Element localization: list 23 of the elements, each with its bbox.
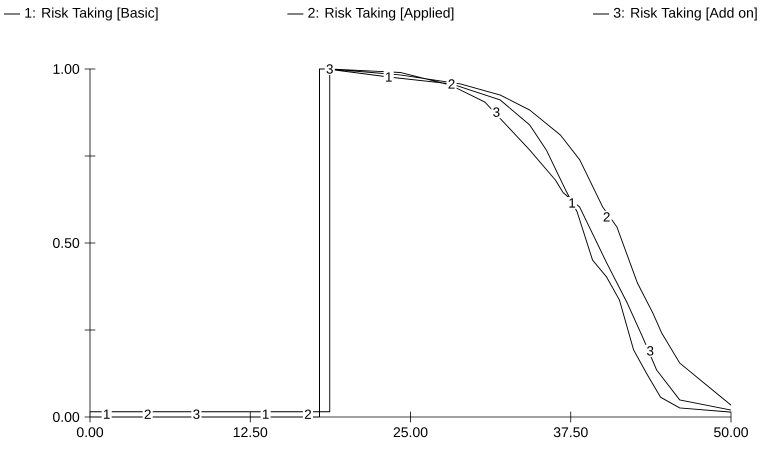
annotation: 1 [262,410,269,419]
x-tick-label: 12.50 [234,427,268,438]
y-tick-label: 0.50 [53,238,80,248]
legend-label: 2: Risk Taking [Applied] [308,7,454,21]
annotation: 3 [193,410,200,419]
annotation: 3 [326,64,333,74]
annotation: 2 [604,212,610,222]
annotation: 1 [386,72,392,82]
annotation: 2 [448,79,455,89]
annotation: 3 [493,107,500,117]
annotation: 1 [104,410,110,419]
y-tick-label: 1.00 [54,64,80,74]
legend-label: 1: Risk Taking [Basic] [25,7,158,21]
x-tick-label: 25.00 [394,427,428,438]
annotation: 1 [569,198,576,208]
annotation: 2 [304,410,311,419]
x-tick-label: 50.00 [714,427,748,438]
annotation: 2 [144,410,151,419]
y-tick-label: 0.00 [53,412,80,422]
legend-label: 3: Risk Taking [Add on] [614,7,757,21]
x-tick-label: 0.00 [76,427,104,438]
annotation: 3 [647,346,654,356]
x-tick-label: 37.50 [554,427,588,438]
